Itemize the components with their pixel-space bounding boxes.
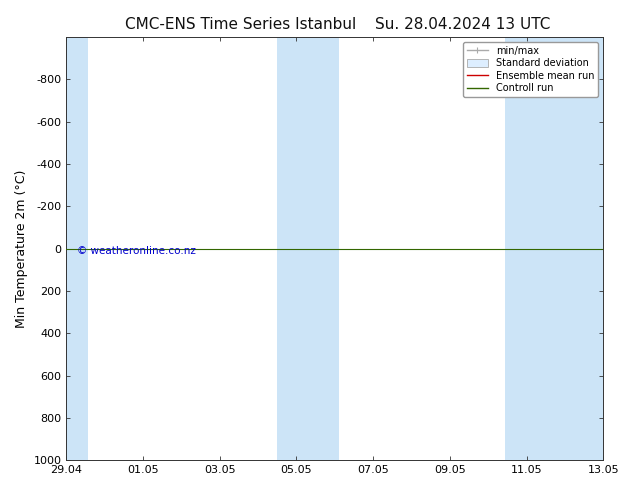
Y-axis label: Min Temperature 2m (°C): Min Temperature 2m (°C) <box>15 170 28 328</box>
Bar <box>65 37 87 460</box>
Bar <box>277 37 339 460</box>
Text: © weatheronline.co.nz: © weatheronline.co.nz <box>77 246 196 256</box>
Legend: min/max, Standard deviation, Ensemble mean run, Controll run: min/max, Standard deviation, Ensemble me… <box>463 42 598 97</box>
Bar <box>505 37 605 460</box>
Text: Su. 28.04.2024 13 UTC: Su. 28.04.2024 13 UTC <box>375 17 550 32</box>
Text: CMC-ENS Time Series Istanbul: CMC-ENS Time Series Istanbul <box>126 17 356 32</box>
